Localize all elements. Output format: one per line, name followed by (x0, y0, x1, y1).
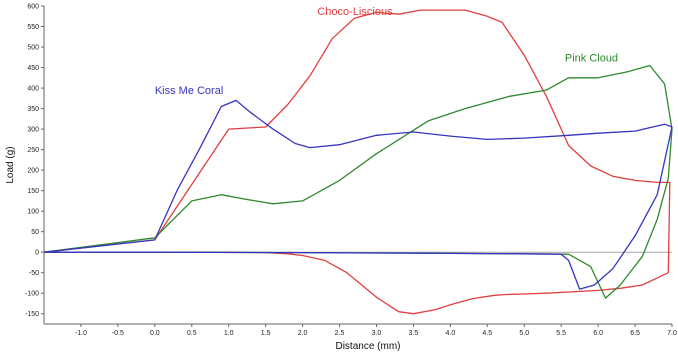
y-tick-label: 150 (27, 188, 39, 195)
y-tick-label: -150 (25, 311, 39, 318)
x-tick-label: 6.5 (630, 330, 640, 337)
x-tick-label: 4.5 (482, 330, 492, 337)
x-tick-label: -1.0 (75, 330, 87, 337)
x-tick-label: 4.0 (445, 330, 455, 337)
y-tick-label: 300 (27, 127, 39, 134)
x-tick-label: 1.0 (224, 330, 234, 337)
y-tick-label: 0 (35, 250, 39, 257)
y-tick-label: 200 (27, 168, 39, 175)
x-tick-label: 2.5 (335, 330, 345, 337)
x-axis-title: Distance (mm) (335, 341, 400, 352)
y-tick-label: 250 (27, 147, 39, 154)
y-tick-label: 550 (27, 24, 39, 31)
x-tick-label: -0.5 (112, 330, 124, 337)
x-tick-label: 5.0 (519, 330, 529, 337)
x-tick-label: 0.0 (150, 330, 160, 337)
x-tick-label: 1.5 (261, 330, 271, 337)
x-axis-ticks: -1.0 -0.5 0.0 0.5 1.0 1.5 2.0 2.5 3.0 3.5 4.0 4.5 5.… (75, 324, 677, 337)
series-line-choco-liscious (43, 9, 671, 315)
x-tick-label: 7.0 (667, 330, 677, 337)
series-label-pink-cloud: Pink Cloud (565, 52, 618, 64)
x-tick-label: 5.5 (556, 330, 566, 337)
y-tick-label: 500 (27, 45, 39, 52)
x-tick-label: 3.0 (372, 330, 382, 337)
series-label-choco-liscious: Choco-Liscious (317, 6, 393, 18)
x-tick-label: 2.0 (298, 330, 308, 337)
series-labels: Choco-Liscious Pink Cloud Kiss Me Coral (155, 6, 618, 97)
y-tick-label: 50 (31, 229, 39, 236)
y-tick-label: -100 (25, 291, 39, 298)
y-tick-label: 450 (27, 65, 39, 72)
series-label-kiss-me-coral: Kiss Me Coral (155, 85, 223, 97)
x-tick-label: 0.5 (187, 330, 197, 337)
x-tick-label: 3.5 (409, 330, 419, 337)
y-tick-label: 100 (27, 209, 39, 216)
series-layer (43, 9, 673, 315)
plot-area (44, 6, 672, 324)
y-axis-title: Load (g) (5, 146, 16, 183)
x-tick-label: 6.0 (593, 330, 603, 337)
y-tick-label: -50 (29, 270, 39, 277)
y-tick-label: 600 (27, 4, 39, 11)
y-tick-label: 400 (27, 86, 39, 93)
y-tick-label: 350 (27, 106, 39, 113)
y-axis-ticks: 600550500450400350300250200150100500-50-… (25, 4, 44, 318)
series-line-kiss-me-coral (43, 99, 673, 290)
